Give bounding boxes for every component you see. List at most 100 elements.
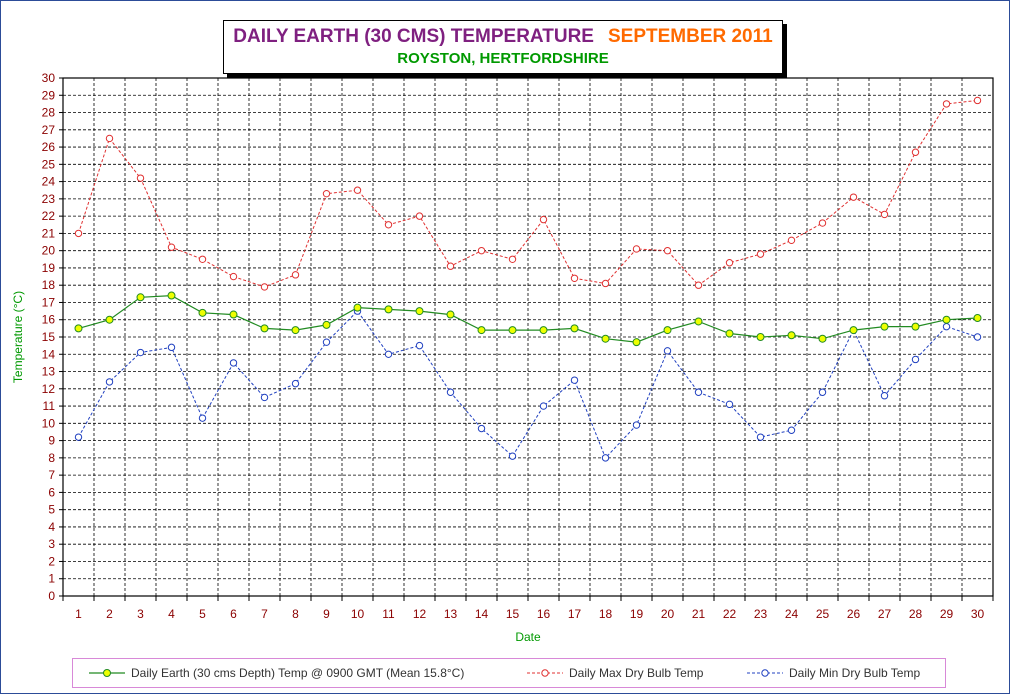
x-tick-label: 23 <box>754 607 768 621</box>
data-point-min <box>136 348 145 357</box>
data-point-earth <box>539 326 548 335</box>
x-tick-label: 14 <box>475 607 489 621</box>
data-point-min <box>477 424 486 433</box>
data-point-earth <box>725 329 734 338</box>
x-tick-label: 21 <box>692 607 706 621</box>
data-point-max <box>446 262 455 270</box>
data-point-max <box>136 174 145 182</box>
y-tick-label: 27 <box>42 123 56 137</box>
data-point-min <box>756 433 765 441</box>
data-point-min <box>818 388 827 396</box>
series-max-line <box>78 99 978 288</box>
x-tick-label: 18 <box>599 607 613 621</box>
data-point-earth <box>105 315 114 324</box>
data-point-max <box>415 212 424 220</box>
data-point-max <box>973 96 982 105</box>
data-point-earth <box>880 322 889 331</box>
data-point-max <box>911 148 920 156</box>
data-point-min <box>663 347 672 355</box>
data-point-earth <box>384 305 393 314</box>
y-axis-label: Temperature (°C) <box>11 291 25 383</box>
y-tick-label: 13 <box>42 365 56 379</box>
data-point-min <box>601 454 610 462</box>
series <box>74 96 982 462</box>
data-point-max <box>725 259 734 267</box>
data-point-min <box>942 322 951 331</box>
data-point-min <box>105 378 114 386</box>
data-point-max <box>849 193 858 201</box>
grid <box>63 78 993 596</box>
data-point-min <box>632 421 641 429</box>
legend-max-label: Daily Max Dry Bulb Temp <box>569 666 704 680</box>
data-point-earth <box>167 291 176 300</box>
x-tick-label: 15 <box>506 607 520 621</box>
y-tick-label: 2 <box>48 554 55 568</box>
x-tick-label: 19 <box>630 607 644 621</box>
data-point-min <box>167 343 176 352</box>
data-point-max <box>260 283 269 291</box>
x-tick-label: 11 <box>382 607 395 621</box>
data-point-max <box>105 134 114 143</box>
data-point-min <box>446 388 455 396</box>
data-point-max <box>601 279 610 288</box>
y-tick-label: 18 <box>42 278 56 292</box>
x-tick-label: 2 <box>106 607 113 621</box>
chart-month: SEPTEMBER 2011 <box>607 26 773 47</box>
y-tick-label: 10 <box>42 416 56 430</box>
data-point-max <box>942 100 951 108</box>
x-tick-label: 8 <box>292 607 299 621</box>
data-point-max <box>756 250 765 258</box>
y-tick-label: 4 <box>48 520 55 534</box>
y-tick-label: 9 <box>48 434 55 448</box>
x-tick-label: 3 <box>137 607 144 621</box>
title-box: DAILY EARTH (30 CMS) TEMPERATURE SEPTEMBE… <box>223 20 783 74</box>
y-tick-label: 20 <box>42 244 56 258</box>
series-min-line <box>78 310 978 459</box>
x-tick-label: 5 <box>199 607 206 621</box>
x-tick-label: 27 <box>878 607 892 621</box>
x-tick-label: 9 <box>323 607 330 621</box>
data-point-max <box>632 245 641 253</box>
data-point-min <box>74 433 83 441</box>
y-tick-label: 16 <box>42 313 56 327</box>
x-tick-label: 25 <box>816 607 830 621</box>
y-tick-label: 29 <box>42 88 56 102</box>
data-point-earth <box>353 303 362 312</box>
y-tick-label: 8 <box>48 451 55 465</box>
legend-min-swatch <box>747 669 783 677</box>
y-tick-label: 24 <box>42 175 56 189</box>
x-tick-label: 17 <box>568 607 582 621</box>
y-tick-label: 12 <box>42 382 56 396</box>
data-point-max <box>167 243 176 251</box>
plot-border <box>62 77 994 597</box>
legend-item-max: Daily Max Dry Bulb Temp <box>525 659 703 687</box>
x-tick-label: 7 <box>261 607 268 621</box>
y-tick-label: 19 <box>42 261 56 275</box>
data-point-min <box>508 452 517 460</box>
x-tick-label: 6 <box>230 607 237 621</box>
data-point-min <box>725 400 734 409</box>
x-tick-label: 12 <box>413 607 427 621</box>
y-tick-label: 23 <box>42 192 56 206</box>
y-tick-label: 3 <box>48 537 55 551</box>
data-point-earth <box>632 338 641 347</box>
data-point-min <box>322 338 331 346</box>
data-point-min <box>539 402 548 410</box>
y-tick-label: 26 <box>42 140 56 154</box>
y-tick-label: 14 <box>42 347 56 361</box>
data-point-max <box>818 219 827 227</box>
series-earth <box>74 291 982 347</box>
data-point-earth <box>260 324 269 333</box>
data-point-max <box>787 236 796 245</box>
x-tick-label: 1 <box>75 607 82 621</box>
y-tick-label: 17 <box>42 295 56 309</box>
data-point-earth <box>849 326 858 335</box>
legend: Daily Earth (30 cms Depth) Temp @ 0900 G… <box>72 658 946 688</box>
data-point-max <box>508 255 517 263</box>
chart-subtitle: ROYSTON, HERTFORDSHIRE <box>397 50 609 67</box>
data-point-earth <box>136 293 145 302</box>
y-tick-label: 7 <box>48 468 55 482</box>
legend-min-label: Daily Min Dry Bulb Temp <box>789 666 921 680</box>
data-point-min <box>880 392 889 400</box>
